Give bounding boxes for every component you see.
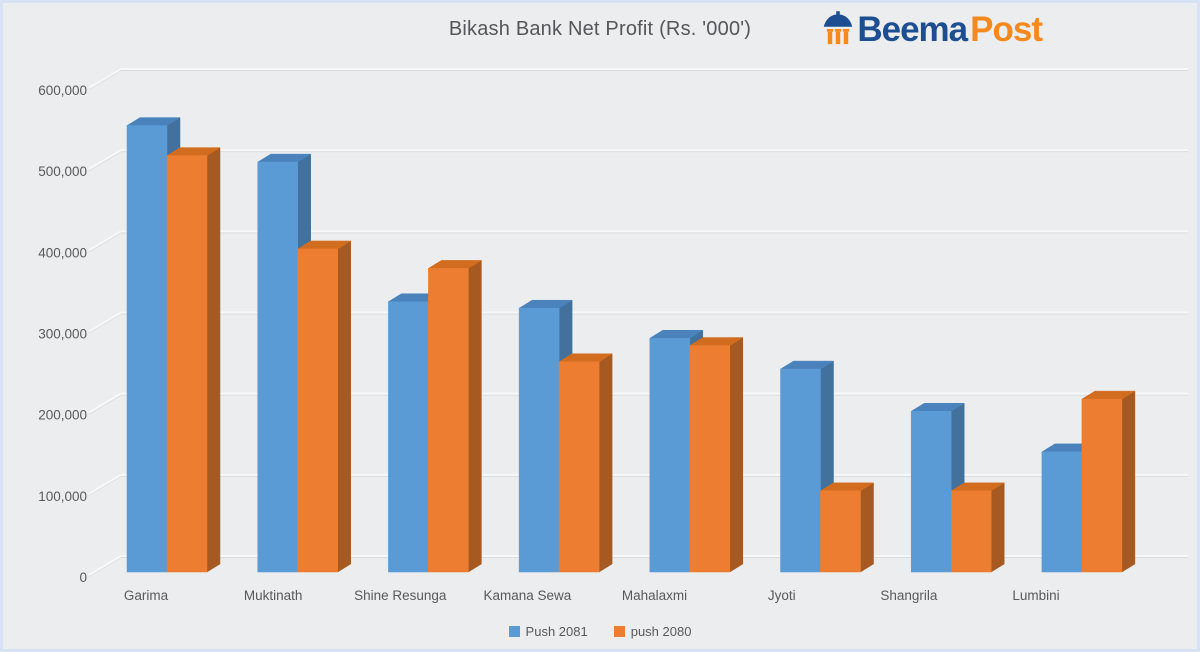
tick-diagonal [88,555,122,576]
bar-front-face [257,161,298,573]
bar-front-face [558,361,600,573]
bar-front-face [428,268,469,573]
legend-item-push-2080: push 2080 [613,624,692,639]
logo-text-beema: Beema [857,10,968,49]
bar-side-face [990,482,1005,573]
bar-front-face [780,368,821,573]
tick-diagonal-shadow [88,313,122,334]
chart-title: Bikash Bank Net Profit (Rs. '000') [448,18,752,40]
tick-diagonal-shadow [88,475,122,496]
bar-side-face [729,337,744,573]
logo-text-post: Post [970,10,1043,49]
y-tick-label: 0 [79,570,87,585]
tick-diagonal-shadow [88,557,122,577]
bar-side-face [598,353,613,573]
x-category-label: Mahalaxmi [622,588,687,603]
y-tick-label: 600,000 [38,83,87,98]
legend-swatch-orange [613,626,625,637]
tick-diagonal [88,230,122,252]
bar-front-face [950,490,992,573]
bar-front-face [1081,398,1123,573]
bar-side-face [337,240,351,573]
bar-side-face [1121,390,1136,573]
tick-diagonal-shadow [88,151,122,172]
y-tick-label: 200,000 [38,408,87,423]
bar-front-face [126,125,168,573]
bar-front-face [166,155,208,573]
tick-diagonal [88,392,122,414]
chart-canvas: 0 100,000 200,000 300,000 400,000 500,000 600,… [38,67,1188,603]
tick-diagonal [88,149,122,171]
tick-diagonal-shadow [88,394,122,415]
tick-diagonal-shadow [88,70,122,90]
legend-label-push-2081: Push 2081 [525,624,588,639]
x-category-label: Shine Resunga [354,588,447,603]
chart-legend: Push 2081 push 2080 [3,624,1197,639]
bar-front-face [518,307,560,573]
bar-front-face [910,411,952,573]
tick-diagonal-shadow [88,232,122,253]
tick-diagonal [88,311,122,333]
y-tick-label: 400,000 [38,245,87,260]
legend-swatch-blue [508,626,520,637]
x-category-label: Jyoti [768,588,796,603]
x-category-label: Shangrila [880,588,938,603]
legend-label-push-2080: push 2080 [630,624,692,639]
bar-side-face [468,259,482,573]
bar-side-face [206,147,221,573]
beemapost-logo: Beema Post [822,9,1043,49]
y-tick-label: 100,000 [38,489,87,504]
y-tick-label: 300,000 [38,326,87,341]
bar-front-face [297,248,338,573]
bar-front-face [689,345,731,573]
x-category-label: Kamana Sewa [484,588,572,603]
tick-diagonal [88,473,122,495]
legend-item-push-2081: Push 2081 [508,624,588,639]
umbrella-pavilion-icon [824,11,853,45]
bar-side-face [860,482,874,573]
bar-front-face [1041,451,1083,573]
bar-front-face [649,337,691,573]
bar-front-face [388,301,429,573]
x-category-label: Lumbini [1012,588,1059,603]
x-category-label: Garima [124,588,169,603]
y-tick-label: 500,000 [38,164,87,179]
bar-front-face [820,490,861,573]
x-category-label: Muktinath [244,588,303,603]
tick-diagonal [88,68,122,89]
